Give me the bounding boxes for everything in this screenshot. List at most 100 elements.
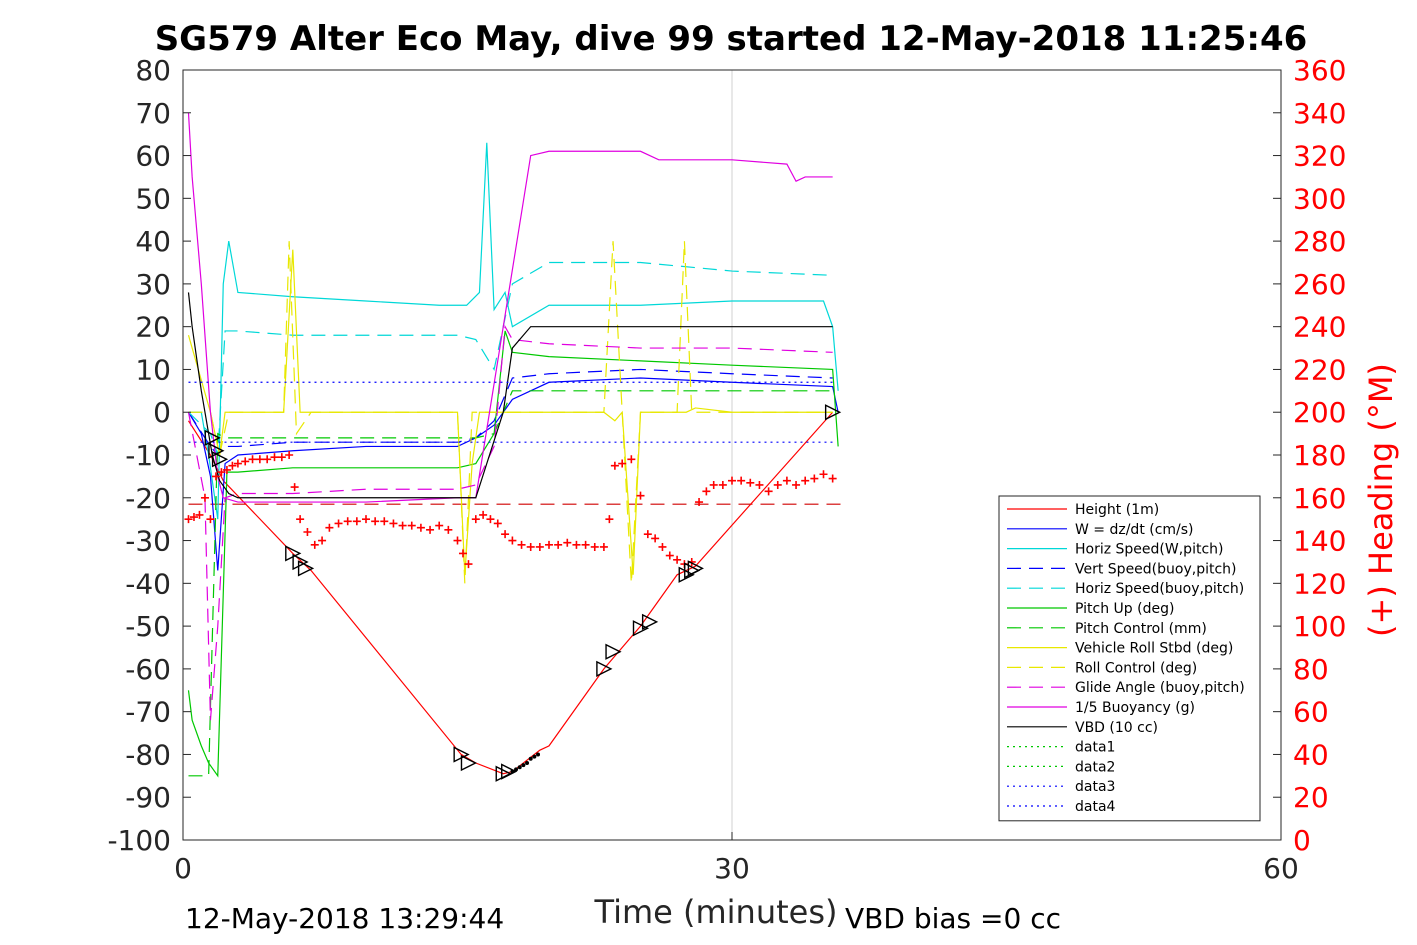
legend-label: 1/5 Buoyancy (g)	[1075, 700, 1195, 716]
heading-point	[810, 474, 819, 483]
event-marker	[292, 553, 309, 571]
heading-point	[746, 478, 755, 487]
y-tick-label: -70	[125, 696, 171, 729]
y-tick-label: 0	[153, 396, 171, 429]
heading-point	[389, 519, 398, 528]
heading-point	[554, 540, 563, 549]
apogee-point	[528, 756, 533, 761]
heading-point	[290, 483, 299, 492]
apogee-point	[532, 754, 537, 759]
y2-tick-label: 200	[1293, 396, 1346, 429]
y-tick-label: 50	[135, 182, 171, 215]
heading-point	[581, 540, 590, 549]
y-tick-label: -90	[125, 781, 171, 814]
heading-point	[426, 525, 435, 534]
y2-tick-label: 20	[1293, 781, 1329, 814]
heading-point	[303, 528, 312, 536]
y-tick-label: -100	[107, 824, 171, 857]
heading-point	[545, 540, 553, 549]
heading-point	[222, 465, 231, 474]
y-tick-label: 70	[135, 97, 171, 130]
event-marker	[605, 643, 622, 660]
legend-label: data2	[1075, 759, 1115, 775]
heading-point	[737, 476, 746, 485]
legend-label: Height (1m)	[1075, 502, 1159, 518]
legend-label: W = dz/dt (cm/s)	[1075, 522, 1194, 538]
heading-point	[627, 455, 636, 464]
y2-tick-label: 80	[1293, 653, 1329, 686]
heading-point	[643, 530, 652, 539]
heading-point	[702, 487, 711, 496]
y-tick-label: -50	[125, 610, 171, 643]
y2-tick-label: 240	[1293, 311, 1346, 344]
legend-label: Roll Control (deg)	[1075, 660, 1197, 676]
heading-point	[695, 498, 704, 507]
heading-point	[352, 517, 361, 526]
legend-label: Pitch Up (deg)	[1075, 601, 1174, 617]
heading-point	[416, 523, 425, 532]
heading-point	[535, 542, 544, 551]
legend-label: Pitch Control (mm)	[1075, 621, 1207, 637]
heading-point	[486, 515, 495, 524]
series-line-1	[187, 377, 839, 571]
heading-point	[189, 513, 198, 522]
y2-tick-label: 140	[1293, 525, 1346, 558]
series-line-11	[187, 292, 833, 499]
apogee-point	[517, 765, 522, 770]
heading-point	[828, 474, 837, 483]
y2-tick-label: 100	[1293, 610, 1346, 643]
heading-point	[479, 510, 488, 519]
heading-point	[526, 542, 535, 551]
heading-point	[563, 538, 572, 547]
heading-point	[792, 480, 801, 489]
y2-tick-label: 320	[1293, 140, 1346, 173]
heading-point	[508, 536, 517, 545]
heading-point	[263, 455, 272, 464]
legend-label: data1	[1075, 740, 1115, 756]
legend-label: VBD (10 cc)	[1075, 720, 1158, 736]
y2-tick-label: 40	[1293, 738, 1329, 771]
event-marker	[641, 613, 659, 630]
y-tick-label: 60	[135, 140, 171, 173]
heading-point	[334, 519, 343, 528]
legend-label: Horiz Speed(buoy,pitch)	[1075, 581, 1244, 597]
y-tick-label: -10	[125, 439, 171, 472]
legend-label: data3	[1075, 779, 1115, 795]
legend-label: Glide Angle (buoy,pitch)	[1075, 680, 1245, 696]
heading-point	[501, 530, 510, 539]
y-tick-label: -60	[125, 653, 171, 686]
legend: Height (1m) W = dz/dt (cm/s) Horiz Speed(W…	[998, 495, 1261, 822]
heading-point	[241, 457, 250, 466]
heading-point	[618, 459, 627, 468]
y-tick-label: -80	[125, 738, 171, 771]
heading-point	[493, 519, 502, 528]
heading-point	[572, 540, 581, 549]
heading-point	[590, 542, 599, 551]
heading-point	[718, 480, 727, 489]
y-tick-label: 30	[135, 268, 171, 301]
heading-point	[605, 515, 614, 524]
heading-point	[211, 472, 220, 481]
heading-point	[233, 459, 242, 468]
heading-point	[728, 476, 736, 485]
event-marker	[501, 763, 518, 780]
y2-axis-label: (+) Heading (°M)	[1362, 363, 1400, 637]
apogee-point	[514, 767, 519, 772]
heading-point	[610, 461, 619, 470]
heading-point	[195, 510, 204, 519]
legend-label: Vehicle Roll Stbd (deg)	[1075, 641, 1233, 657]
heading-point	[651, 534, 660, 543]
heading-point	[362, 515, 370, 524]
heading-point	[444, 525, 453, 534]
heading-point	[248, 455, 257, 464]
heading-point	[407, 521, 416, 530]
heading-point	[636, 491, 645, 500]
event-marker	[596, 660, 613, 678]
heading-point	[343, 517, 352, 526]
heading-point	[673, 555, 682, 564]
chart-title: SG579 Alter Eco May, dive 99 started 12-…	[155, 19, 1308, 59]
event-marker	[687, 560, 704, 577]
axes: 80706050403020100-10-20-30-40-50-60-70-8…	[107, 54, 1346, 885]
y2-tick-label: 280	[1293, 225, 1346, 258]
